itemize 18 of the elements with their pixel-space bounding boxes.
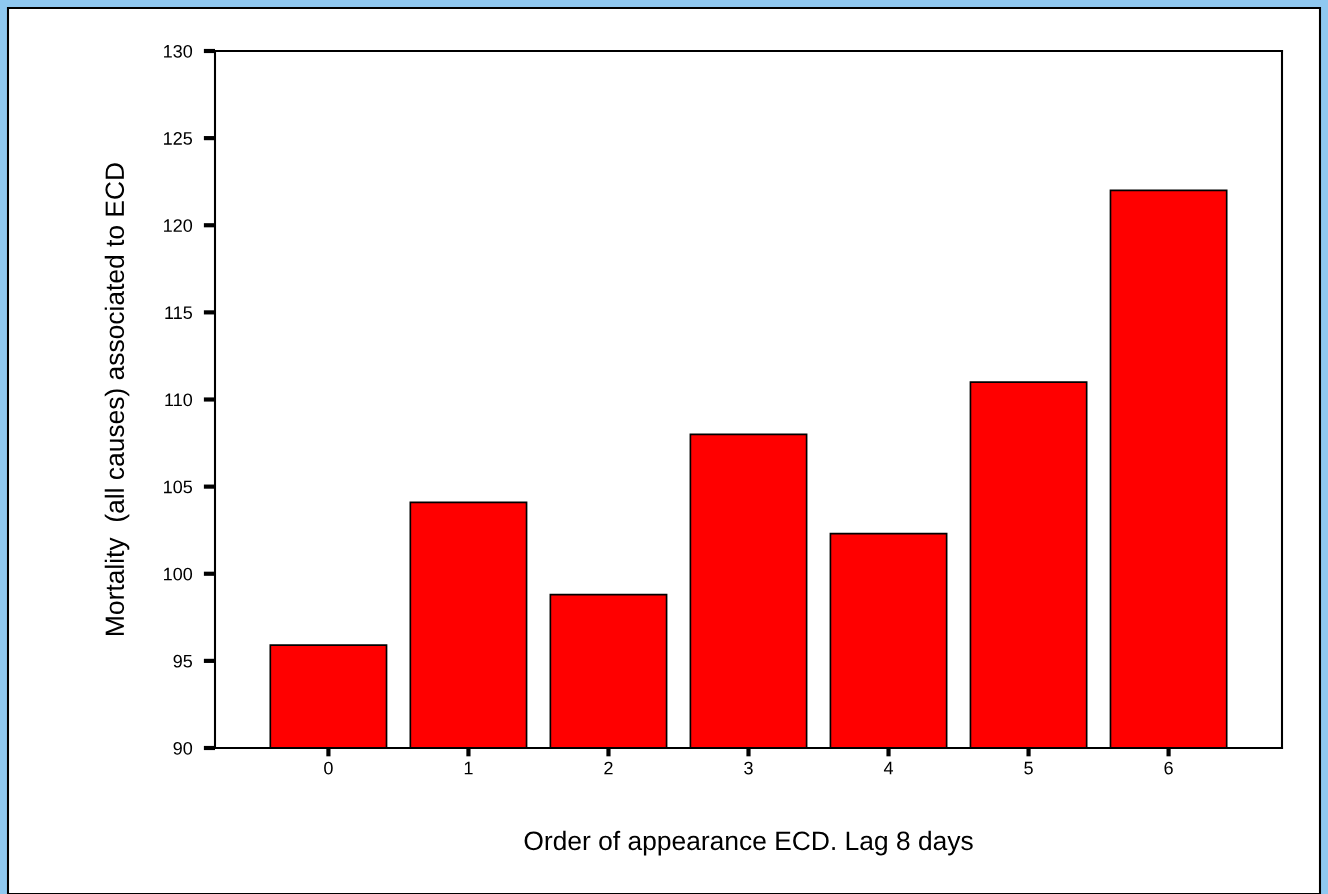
y-tick-label: 100: [164, 567, 193, 581]
y-tick-label: 95: [173, 654, 193, 668]
y-tick-label: 130: [164, 44, 193, 58]
x-tick-label: 2: [604, 761, 613, 775]
y-tick-label: 90: [173, 741, 193, 755]
x-axis-title: Order of appearance ECD. Lag 8 days: [524, 830, 973, 856]
x-tick-label: 1: [464, 761, 473, 775]
x-tick-label: 5: [1024, 761, 1033, 775]
x-tick-label: 6: [1164, 761, 1173, 775]
y-tick-label: 120: [164, 219, 193, 232]
y-tick-label: 115: [165, 306, 193, 320]
y-tick-label: 125: [164, 132, 193, 145]
x-tick-label: 4: [883, 761, 894, 775]
y-tick-label: 110: [165, 393, 193, 407]
y-axis-title: Mortality (all causes) associated to ECD: [104, 163, 130, 635]
x-tick-label: 0: [324, 761, 333, 775]
x-tick-label: 3: [744, 761, 753, 775]
y-tick-label: 105: [164, 480, 193, 494]
